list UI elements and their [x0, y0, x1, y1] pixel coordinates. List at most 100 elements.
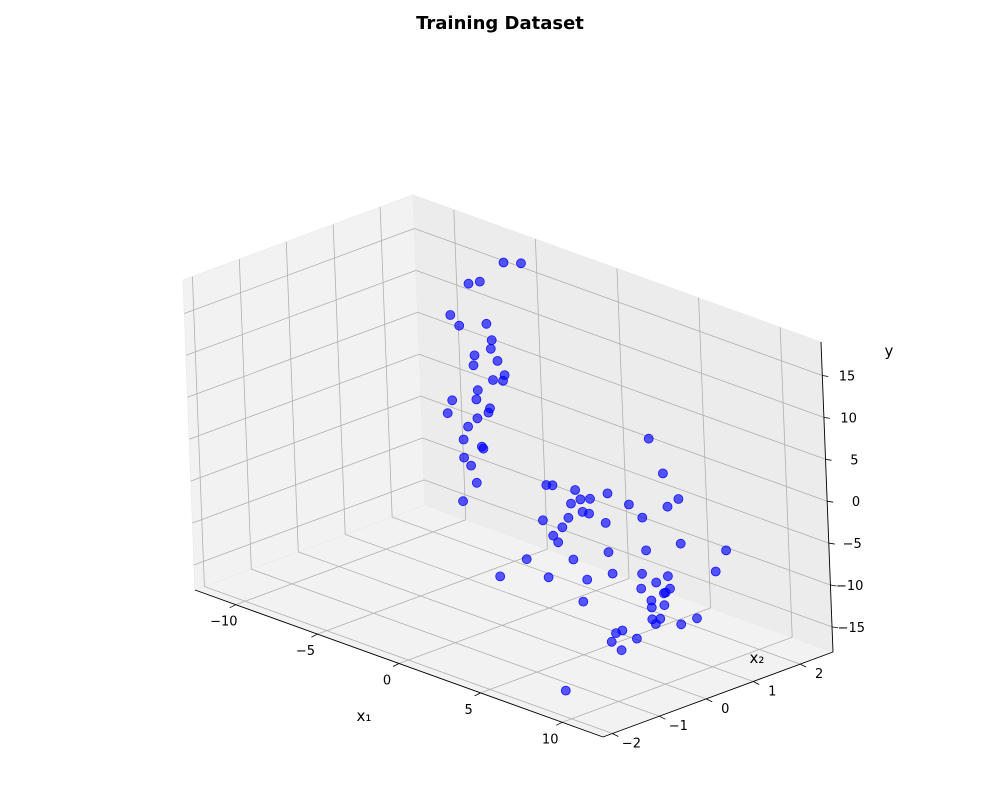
x-grid-floor [317, 548, 548, 635]
x-tick-mark [474, 692, 481, 697]
y-tick-label: 1 [768, 684, 776, 699]
data-point [548, 530, 559, 541]
data-point [676, 619, 687, 630]
data-point [632, 633, 642, 644]
y-grid-floor [392, 516, 801, 665]
data-point [458, 496, 469, 507]
data-point [474, 276, 485, 287]
data-point [585, 493, 595, 504]
x-tick-label: −10 [210, 615, 237, 630]
data-point [495, 571, 506, 582]
y-tick-mark [659, 715, 666, 720]
z-tick-label: −5 [843, 537, 862, 552]
x-tick-mark [311, 633, 318, 638]
data-point [710, 566, 721, 577]
x-grid-floor [562, 636, 793, 723]
data-point [472, 385, 483, 396]
z-tick-label: 15 [839, 370, 856, 385]
y-tick-label: −1 [669, 719, 688, 734]
data-point [498, 257, 509, 268]
data-point [463, 278, 474, 289]
data-point [563, 512, 574, 523]
axis-panes [182, 194, 835, 738]
z-grid-back [414, 228, 823, 376]
data-point [560, 685, 571, 696]
data-point [617, 625, 628, 636]
data-point [454, 320, 465, 331]
data-point [458, 434, 469, 445]
chart-title: Training Dataset [416, 13, 584, 34]
z-grid-back [423, 479, 833, 628]
data-point [557, 522, 568, 533]
data-point [637, 568, 647, 579]
z-tick-mark [823, 417, 830, 419]
z-grid-back [417, 311, 826, 460]
data-point [692, 613, 702, 624]
data-point [600, 518, 611, 528]
data-point [499, 370, 510, 381]
y-grid-floor [204, 586, 613, 734]
data-point [541, 480, 552, 490]
y-tick-label: 2 [815, 667, 823, 682]
data-point [463, 421, 474, 432]
data-point [603, 547, 614, 558]
z-axis-label: y [885, 342, 894, 360]
data-point [578, 596, 589, 607]
x-tick-label: 0 [383, 674, 391, 689]
data-point [445, 310, 456, 320]
z-grid-left [190, 395, 421, 482]
data-point [488, 375, 498, 385]
data-point [442, 408, 453, 419]
y-grid-floor [345, 534, 754, 682]
z-grid-left [184, 228, 415, 314]
z-grid-back [422, 437, 831, 586]
data-point [616, 645, 627, 656]
x-axis-label: x₁ [357, 707, 372, 725]
data-point [659, 600, 670, 611]
data-point [575, 494, 586, 505]
data-point [468, 360, 479, 371]
data-point [606, 636, 617, 647]
data-point [641, 545, 651, 556]
z-tick-label: 0 [852, 495, 860, 510]
data-point [466, 460, 477, 471]
data-point [568, 554, 579, 565]
data-point [637, 512, 648, 523]
y-grid-left [379, 207, 393, 518]
data-point [663, 571, 673, 582]
y-grid-left [238, 259, 252, 570]
data-point [643, 433, 654, 444]
data-point [662, 501, 673, 512]
x-grid-floor [235, 519, 466, 606]
z-tick-mark [825, 458, 832, 461]
x-grid-back [779, 327, 793, 638]
data-point [447, 395, 458, 406]
z-axis-line [820, 341, 834, 653]
z-grid-left [193, 479, 425, 566]
y-axis-label: x₂ [750, 649, 765, 667]
x-tick-label: 10 [542, 732, 559, 747]
z-tick-label: −15 [838, 621, 865, 636]
z-grid-left [187, 311, 418, 398]
z-grid-left [189, 353, 420, 440]
x-tick-mark [392, 663, 400, 667]
z-grid-left [192, 437, 423, 524]
data-point [650, 619, 661, 629]
data-point [459, 452, 470, 463]
x-grid-back [535, 239, 548, 550]
data-point [476, 441, 487, 452]
x-tick-label: −5 [296, 644, 315, 659]
data-point [485, 403, 495, 414]
z-tick-mark [827, 500, 834, 503]
z-grid-back [419, 353, 828, 502]
z-tick-mark [822, 375, 829, 377]
y-grid-left [285, 241, 299, 552]
y-tick-mark [612, 733, 619, 737]
data-points [442, 257, 731, 696]
z-grid-left [185, 270, 417, 356]
data-point [481, 318, 492, 329]
y-tick-mark [753, 681, 760, 685]
data-point [602, 488, 613, 499]
